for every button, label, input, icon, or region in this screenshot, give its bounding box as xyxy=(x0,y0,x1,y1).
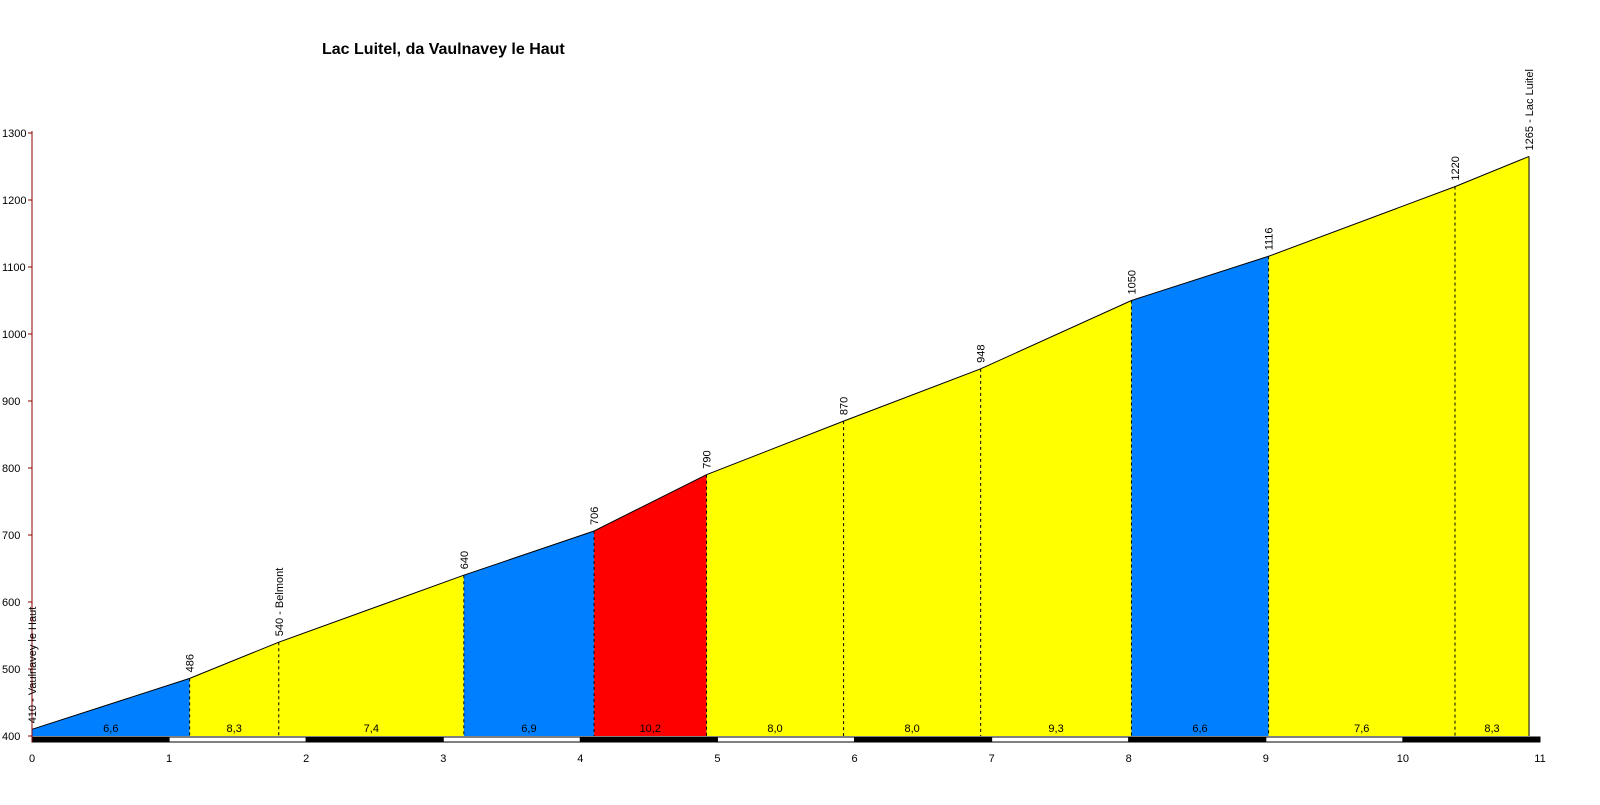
gradient-label: 8,0 xyxy=(767,723,782,735)
km-scale-block xyxy=(1128,736,1267,743)
gradient-label: 6,6 xyxy=(103,723,118,735)
gradient-label: 9,3 xyxy=(1048,723,1063,735)
x-tick-label: 10 xyxy=(1397,753,1409,765)
gradient-label: 7,4 xyxy=(364,723,379,735)
y-tick-label: 900 xyxy=(2,396,20,408)
x-tick-label: 8 xyxy=(1126,753,1132,765)
gradient-label: 7,6 xyxy=(1354,723,1369,735)
elevation-label: 1116 xyxy=(1264,227,1276,250)
elevation-label: 948 xyxy=(976,344,988,362)
elevation-label: 790 xyxy=(701,450,713,468)
x-tick-label: 0 xyxy=(29,753,35,765)
km-scale-block xyxy=(305,736,444,743)
axes: 400 500 600 700 800 900 1000 1100 1200 1300 0 1 2 3 4 5… xyxy=(2,128,1546,765)
gradient-label: 8,0 xyxy=(904,723,919,735)
elevation-label: 1220 xyxy=(1450,156,1462,180)
y-tick-label: 400 xyxy=(2,731,20,743)
gradient-segment xyxy=(189,642,279,736)
distance-scale-bar xyxy=(31,736,1541,743)
elevation-label: 486 xyxy=(185,654,197,672)
km-scale-block xyxy=(716,736,856,743)
y-tick-label: 1300 xyxy=(2,128,26,140)
km-scale-block xyxy=(442,736,581,743)
x-tick-label: 5 xyxy=(714,753,720,765)
chart-title: Lac Luitel, da Vaulnavey le Haut xyxy=(322,41,565,58)
gradient-label: 6,6 xyxy=(1192,723,1207,735)
x-tick-label: 1 xyxy=(166,753,172,765)
y-tick-label: 600 xyxy=(2,597,20,609)
y-tick-label: 700 xyxy=(2,530,20,542)
elevation-label: 1050 xyxy=(1126,270,1138,294)
gradient-segment xyxy=(1131,256,1269,736)
gradient-segment xyxy=(1268,186,1456,737)
km-scale-block xyxy=(1402,736,1541,743)
x-tick-label: 7 xyxy=(989,753,995,765)
gradient-label: 8,3 xyxy=(1484,723,1499,735)
gradient-label: 6,9 xyxy=(521,723,536,735)
y-tick-label: 1200 xyxy=(2,195,26,207)
elevation-label: 870 xyxy=(839,397,851,415)
km-scale-block xyxy=(1265,736,1404,743)
gradient-fills xyxy=(32,156,1530,737)
elevation-label: 1265 - Lac Luitel xyxy=(1524,69,1536,150)
gradient-segment xyxy=(843,368,981,736)
gradient-label: 10,2 xyxy=(640,723,661,735)
km-scale-block xyxy=(579,736,718,743)
x-tick-label: 2 xyxy=(303,753,309,765)
x-tick-label: 3 xyxy=(440,753,446,765)
gradient-segment xyxy=(1455,156,1530,736)
km-scale-block xyxy=(31,736,170,743)
gradient-segment xyxy=(463,530,595,736)
labels: 6,6 8,3 7,4 6,9 10,2 8,0 8,0 9,3 6,6 7,6 8,3 410 - … xyxy=(27,69,1536,735)
x-tick-label: 4 xyxy=(577,753,583,765)
y-tick-label: 1000 xyxy=(2,329,26,341)
gradient-segment xyxy=(706,421,844,736)
elevation-profile-line xyxy=(31,155,1530,730)
gradient-segment xyxy=(278,575,464,736)
profile-outline xyxy=(31,155,1530,736)
gradient-segment xyxy=(594,474,707,736)
gradient-segment xyxy=(32,678,190,736)
x-tick-label: 9 xyxy=(1263,753,1269,765)
km-scale-block xyxy=(854,736,993,743)
elevation-label: 706 xyxy=(589,507,601,525)
gradient-segment xyxy=(980,300,1132,736)
elevation-label: 540 - Belmont xyxy=(274,568,286,636)
y-tick-label: 500 xyxy=(2,664,20,676)
x-tick-label: 6 xyxy=(851,753,857,765)
km-scale-block xyxy=(991,736,1130,743)
elevation-label: 640 xyxy=(459,551,471,569)
gradient-label: 8,3 xyxy=(227,723,242,735)
y-tick-label: 1100 xyxy=(2,262,26,274)
km-scale-block xyxy=(168,736,307,743)
y-tick-label: 800 xyxy=(2,463,20,475)
x-tick-label: 11 xyxy=(1534,753,1545,765)
elevation-label: 410 - Vaulnavey le Haut xyxy=(27,607,39,724)
